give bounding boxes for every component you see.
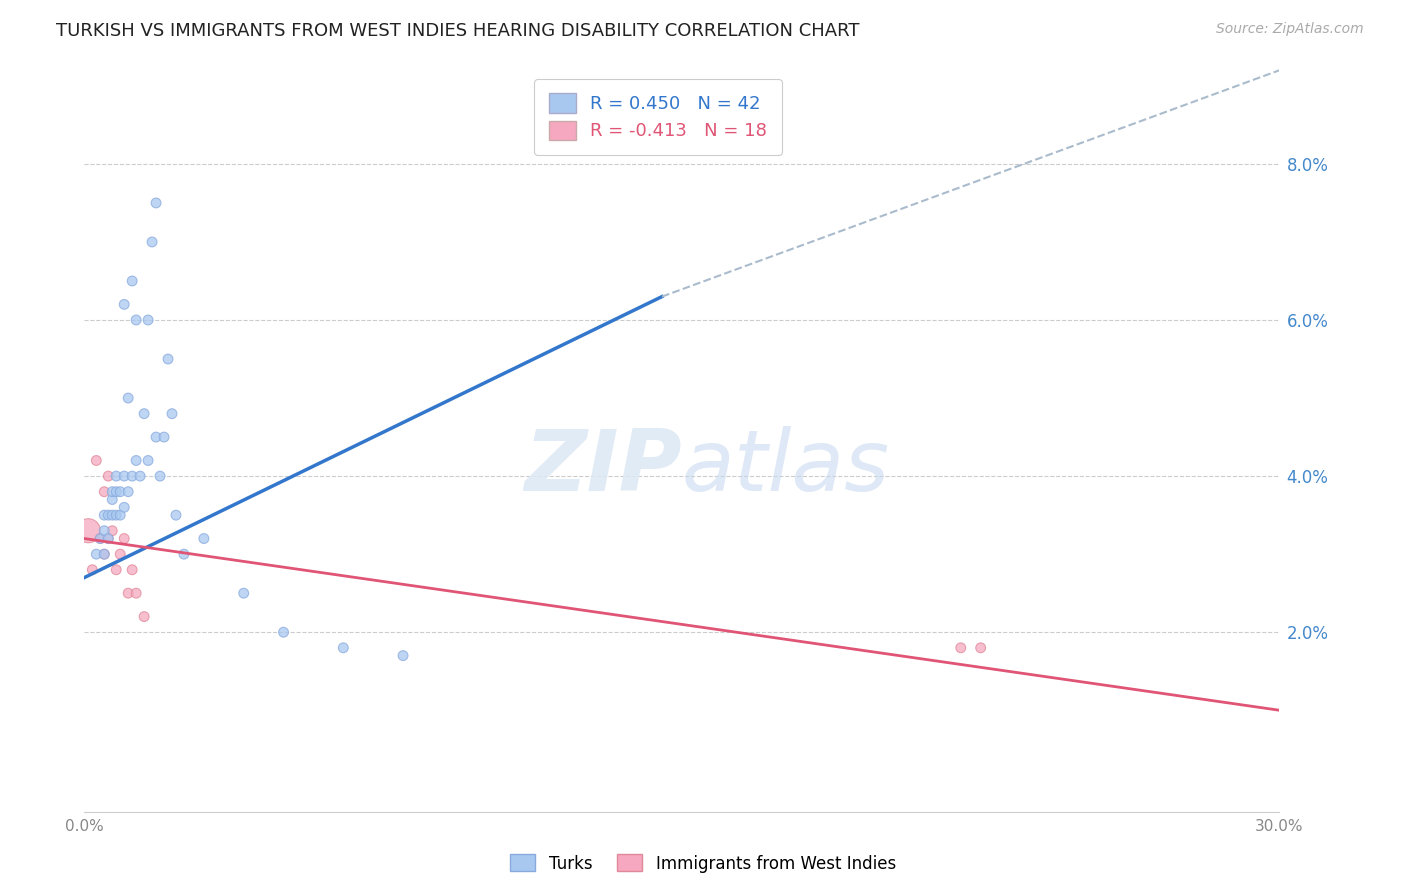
Point xyxy=(105,469,128,483)
Point xyxy=(112,469,135,483)
Point xyxy=(132,407,156,421)
Point xyxy=(121,469,143,483)
Point xyxy=(232,586,254,600)
Text: Source: ZipAtlas.com: Source: ZipAtlas.com xyxy=(1216,22,1364,37)
Point xyxy=(101,492,124,507)
Point xyxy=(97,532,120,546)
Point xyxy=(105,563,128,577)
Point xyxy=(93,547,115,561)
Point xyxy=(82,563,104,577)
Point xyxy=(89,532,111,546)
Point xyxy=(125,313,148,327)
Point xyxy=(157,351,180,366)
Legend: R = 0.450   N = 42, R = -0.413   N = 18: R = 0.450 N = 42, R = -0.413 N = 18 xyxy=(534,79,782,155)
Point xyxy=(970,640,993,655)
Point xyxy=(86,547,108,561)
Point xyxy=(77,524,100,538)
Point xyxy=(136,453,159,467)
Y-axis label: Hearing Disability: Hearing Disability xyxy=(0,363,8,511)
Point xyxy=(121,274,143,288)
Point xyxy=(125,453,148,467)
Point xyxy=(101,508,124,523)
Point xyxy=(949,640,972,655)
Point xyxy=(105,484,128,499)
Point xyxy=(145,196,167,211)
Point xyxy=(110,547,132,561)
Point xyxy=(97,532,120,546)
Point xyxy=(93,484,115,499)
Point xyxy=(101,524,124,538)
Point xyxy=(117,586,139,600)
Point xyxy=(93,508,115,523)
Point xyxy=(117,484,139,499)
Point xyxy=(93,547,115,561)
Point xyxy=(332,640,354,655)
Point xyxy=(112,500,135,515)
Point xyxy=(97,508,120,523)
Point xyxy=(153,430,176,444)
Legend: Turks, Immigrants from West Indies: Turks, Immigrants from West Indies xyxy=(503,847,903,880)
Point xyxy=(132,609,156,624)
Point xyxy=(129,469,152,483)
Point xyxy=(145,430,167,444)
Point xyxy=(101,484,124,499)
Point xyxy=(141,235,163,249)
Point xyxy=(125,586,148,600)
Point xyxy=(97,469,120,483)
Point xyxy=(110,508,132,523)
Point xyxy=(149,469,172,483)
Point xyxy=(165,508,187,523)
Text: TURKISH VS IMMIGRANTS FROM WEST INDIES HEARING DISABILITY CORRELATION CHART: TURKISH VS IMMIGRANTS FROM WEST INDIES H… xyxy=(56,22,859,40)
Point xyxy=(89,532,111,546)
Point xyxy=(112,297,135,311)
Text: ZIP: ZIP xyxy=(524,425,682,508)
Point xyxy=(193,532,215,546)
Point xyxy=(136,313,159,327)
Point xyxy=(105,508,128,523)
Point xyxy=(86,453,108,467)
Point xyxy=(112,532,135,546)
Text: atlas: atlas xyxy=(682,425,890,508)
Point xyxy=(160,407,183,421)
Point xyxy=(392,648,415,663)
Point xyxy=(93,524,115,538)
Point xyxy=(121,563,143,577)
Point xyxy=(110,484,132,499)
Point xyxy=(117,391,139,405)
Point xyxy=(173,547,195,561)
Point xyxy=(273,625,295,640)
